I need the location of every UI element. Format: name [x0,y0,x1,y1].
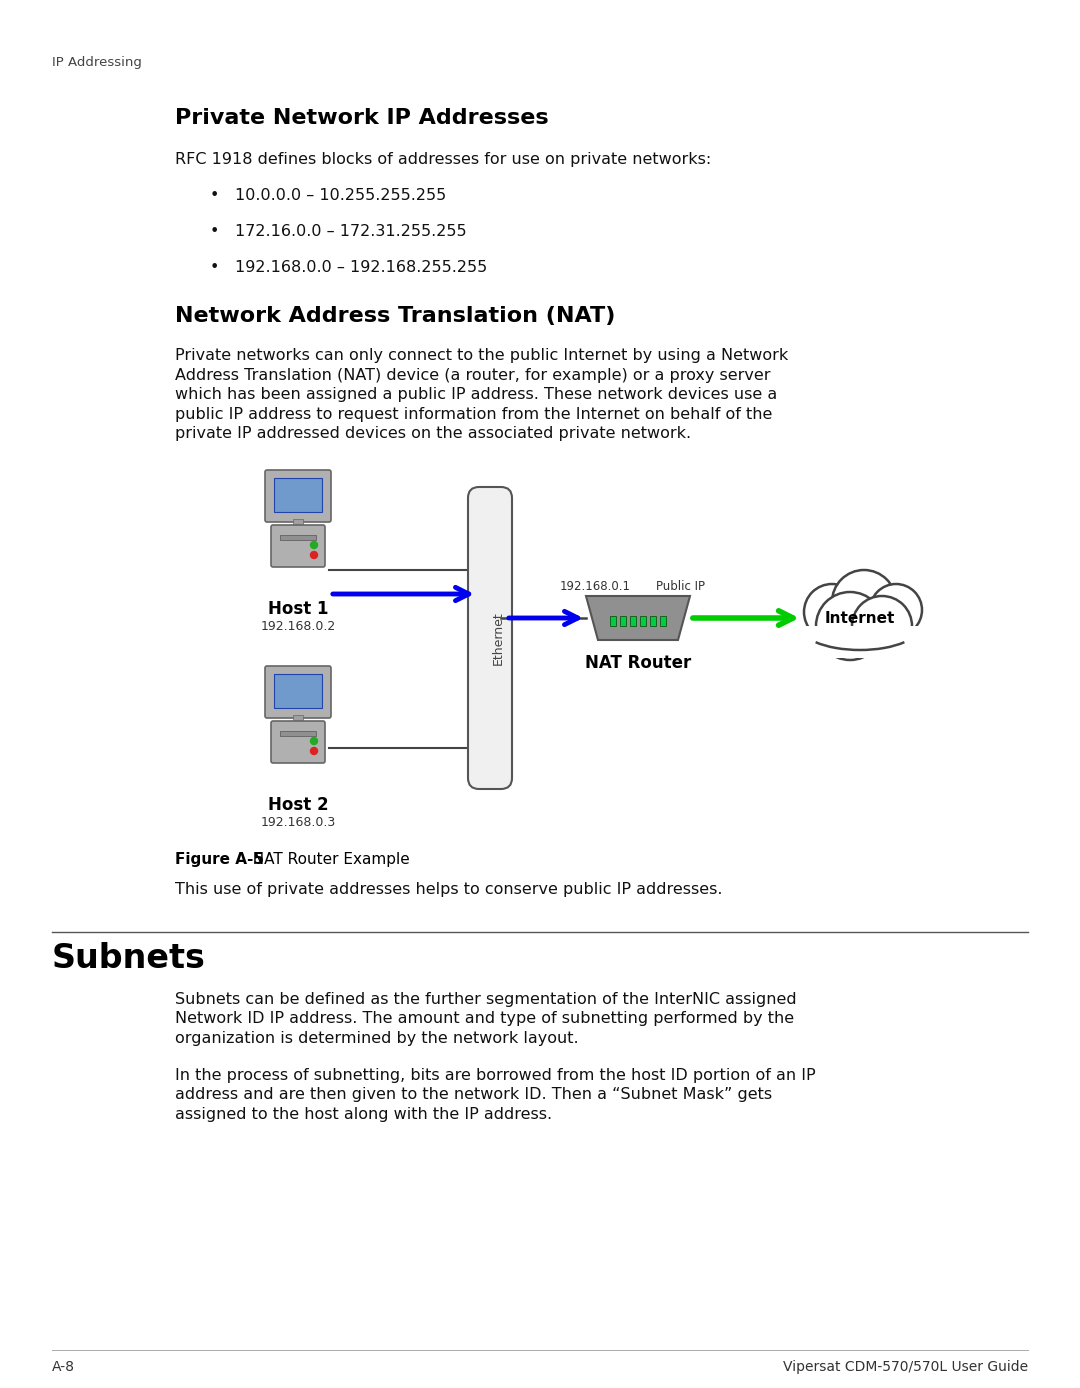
Text: Subnets: Subnets [52,942,206,974]
Circle shape [852,595,912,657]
Text: A-8: A-8 [52,1360,75,1374]
Bar [630,616,636,626]
Text: •: • [210,260,219,275]
Text: RFC 1918 defines blocks of addresses for use on private networks:: RFC 1918 defines blocks of addresses for… [175,153,712,167]
Text: 192.168.0.3: 192.168.0.3 [260,816,336,829]
FancyBboxPatch shape [271,525,325,568]
Text: •: • [210,223,219,239]
Text: Subnets can be defined as the further segmentation of the InterNIC assigned: Subnets can be defined as the further se… [175,992,797,1008]
Circle shape [311,748,318,755]
Text: address and are then given to the network ID. Then a “Subnet Mask” gets: address and are then given to the networ… [175,1088,772,1102]
Circle shape [832,570,896,634]
Text: 10.0.0.0 – 10.255.255.255: 10.0.0.0 – 10.255.255.255 [235,187,446,203]
Text: Public IP: Public IP [656,580,705,593]
Bar [274,477,322,512]
Text: Network ID IP address. The amount and type of subnetting performed by the: Network ID IP address. The amount and ty… [175,1012,794,1027]
Text: assigned to the host along with the IP address.: assigned to the host along with the IP a… [175,1108,552,1122]
Text: NAT Router: NAT Router [585,654,691,672]
FancyBboxPatch shape [265,471,330,522]
Text: IP Addressing: IP Addressing [52,56,141,69]
Circle shape [311,737,318,744]
Text: 192.168.0.2: 192.168.0.2 [260,620,336,633]
Text: Host 2: Host 2 [268,795,328,813]
Text: which has been assigned a public IP address. These network devices use a: which has been assigned a public IP addr… [175,387,778,403]
Bar [293,519,303,527]
Text: public IP address to request information from the Internet on behalf of the: public IP address to request information… [175,407,772,422]
Text: •: • [210,187,219,203]
Bar [650,616,656,626]
Text: Network Address Translation (NAT): Network Address Translation (NAT) [175,305,616,326]
Text: NAT Router Example: NAT Router Example [243,852,409,868]
Circle shape [804,584,860,640]
Text: Host 1: Host 1 [268,600,328,618]
Bar [610,616,616,626]
Text: 172.16.0.0 – 172.31.255.255: 172.16.0.0 – 172.31.255.255 [235,223,467,239]
Text: organization is determined by the network layout.: organization is determined by the networ… [175,1031,579,1047]
FancyBboxPatch shape [468,487,512,788]
Bar [620,616,626,626]
Text: Private networks can only connect to the public Internet by using a Network: Private networks can only connect to the… [175,348,788,364]
Bar [280,534,316,540]
Circle shape [311,551,318,558]
Text: Vipersat CDM-570/570L User Guide: Vipersat CDM-570/570L User Guide [783,1360,1028,1374]
Circle shape [870,584,922,636]
Text: private IP addressed devices on the associated private network.: private IP addressed devices on the asso… [175,426,691,441]
Text: 192.168.0.0 – 192.168.255.255: 192.168.0.0 – 192.168.255.255 [235,260,487,275]
Text: Address Translation (NAT) device (a router, for example) or a proxy server: Address Translation (NAT) device (a rout… [175,368,770,383]
Circle shape [311,541,318,548]
Bar [274,675,322,708]
Text: Figure A-5: Figure A-5 [175,852,264,868]
Bar [280,731,316,736]
Text: Internet: Internet [825,611,895,626]
Text: Private Network IP Addresses: Private Network IP Addresses [175,108,549,128]
Text: In the process of subnetting, bits are borrowed from the host ID portion of an I: In the process of subnetting, bits are b… [175,1067,815,1083]
Text: Ethernet: Ethernet [492,611,505,665]
Text: This use of private addresses helps to conserve public IP addresses.: This use of private addresses helps to c… [175,881,723,897]
FancyBboxPatch shape [265,666,330,718]
Bar [293,715,303,723]
Bar [660,616,666,626]
Circle shape [816,593,885,661]
FancyBboxPatch shape [271,720,325,763]
Bar [802,626,918,658]
Text: 192.168.0.1: 192.168.0.1 [561,580,631,593]
Bar [640,616,646,626]
Polygon shape [586,595,690,640]
